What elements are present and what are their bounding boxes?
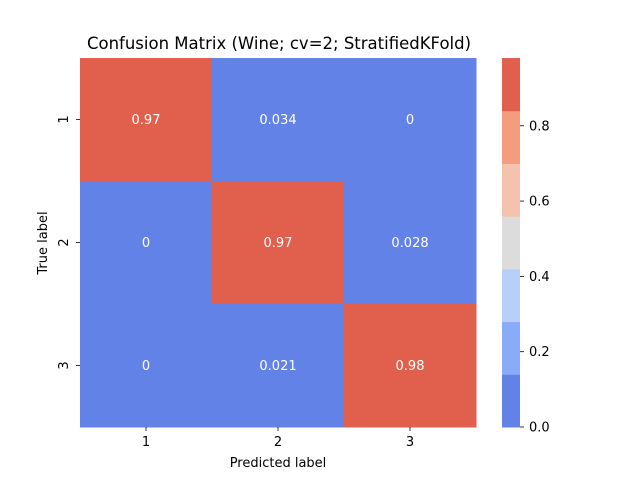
cell-value-label: 0.028 [391,236,428,251]
heatmap-cell [80,304,213,428]
x-tick-label: 1 [142,435,150,450]
heatmap-cell [344,58,477,182]
colorbar-tick-label: 0.6 [529,195,550,210]
colorbar-ticks: 0.0 0.2 0.4 0.6 0.8 [520,119,550,436]
heatmap-cell [80,181,213,305]
y-tick-label: 2 [57,238,72,246]
y-axis-label: True label [36,211,51,275]
colorbar-tick-label: 0.8 [529,119,550,134]
cell-value-label: 0.97 [132,113,161,128]
heatmap-cell [80,58,213,182]
x-tick-label: 2 [274,435,282,450]
cell-value-label: 0 [142,236,150,251]
colorbar-segment [502,321,520,375]
cell-value-label: 0.034 [259,113,296,128]
colorbar-segment [502,163,520,217]
colorbar-segment [502,374,520,428]
cell-value-label: 0.98 [396,359,425,374]
heatmap-cell-labels: 0.97 0.034 0 0 0.97 0.028 0 0.021 0.98 [132,113,429,374]
colorbar-segment [502,110,520,164]
heatmap-cell [212,58,345,182]
colorbar-tick-label: 0.0 [529,421,550,436]
colorbar-segment [502,58,520,112]
y-tick-label: 3 [57,361,72,369]
y-tick-label: 1 [57,115,72,123]
colorbar [502,58,520,428]
x-axis-ticks: 1 2 3 [142,427,414,450]
heatmap-cell [212,304,345,428]
cell-value-label: 0 [406,113,414,128]
x-axis-label: Predicted label [230,456,327,471]
y-axis-ticks: 1 2 3 [57,115,80,370]
chart-title: Confusion Matrix (Wine; cv=2; Stratified… [87,34,471,53]
heatmap-cells [80,58,477,428]
x-tick-label: 3 [406,435,414,450]
heatmap-cell [212,181,345,305]
cell-value-label: 0.021 [259,359,296,374]
colorbar-segment [502,216,520,270]
cell-value-label: 0.97 [264,236,293,251]
colorbar-tick-label: 0.2 [529,345,550,360]
colorbar-segment [502,268,520,323]
colorbar-tick-label: 0.4 [529,270,550,285]
heatmap-cell [344,181,477,305]
heatmap-cell [344,304,477,428]
cell-value-label: 0 [142,359,150,374]
